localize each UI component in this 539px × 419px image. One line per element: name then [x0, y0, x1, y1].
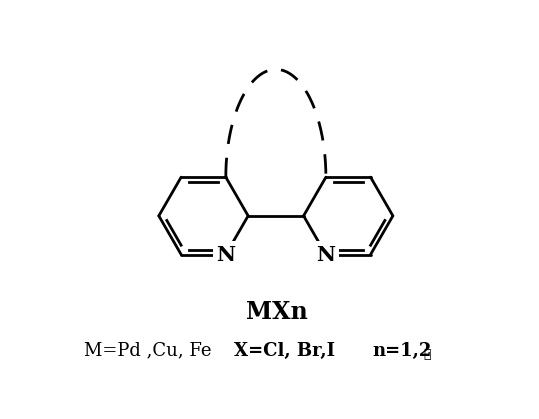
- Text: X=Cl, Br,I: X=Cl, Br,I: [234, 341, 335, 360]
- Text: M=Pd ,Cu, Fe: M=Pd ,Cu, Fe: [84, 341, 212, 360]
- Text: n=1,2: n=1,2: [373, 341, 432, 360]
- Text: N: N: [216, 245, 236, 264]
- Text: N: N: [316, 245, 335, 264]
- Text: 。: 。: [423, 348, 431, 361]
- Text: MXn: MXn: [246, 300, 307, 324]
